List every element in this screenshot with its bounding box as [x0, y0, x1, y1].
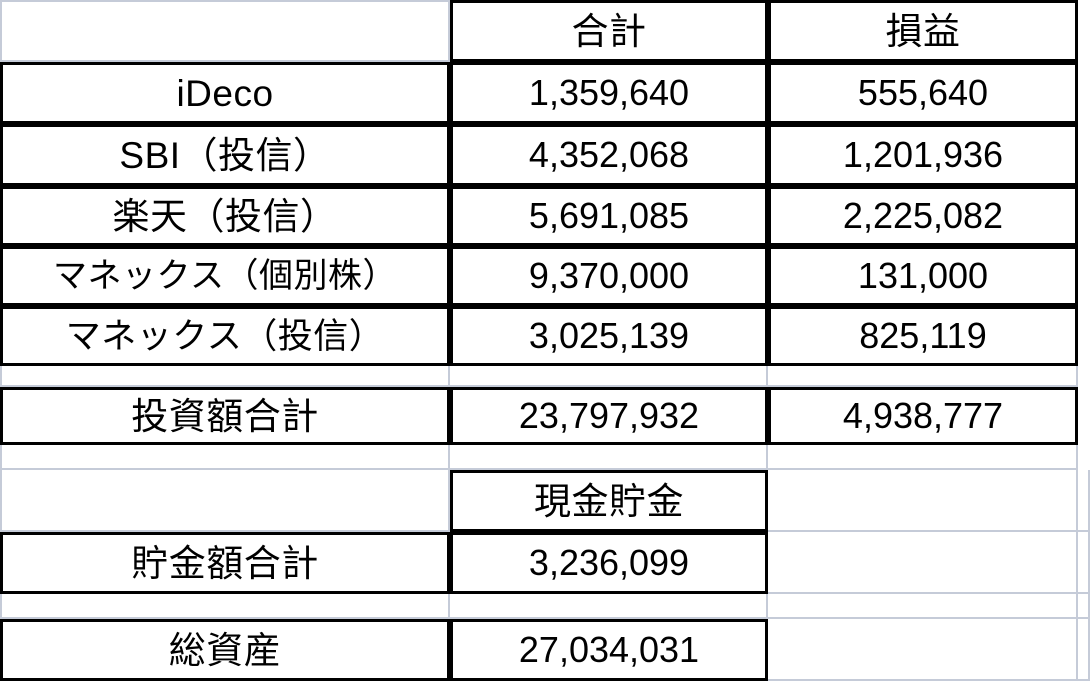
row-total-ideco[interactable]: 1,359,640 [450, 62, 768, 124]
header-cell-profit[interactable]: 損益 [768, 0, 1078, 62]
row-label-monex-stocks[interactable]: マネックス（個別株） [0, 246, 450, 306]
grid-bg-col3-r9[interactable] [768, 532, 1078, 594]
grid-bg-col4-r9[interactable] [1078, 532, 1090, 594]
grid-bg-col3-r11[interactable] [768, 619, 1078, 681]
header-cell-total[interactable]: 合計 [450, 0, 768, 62]
grid-spacer-col1-b[interactable] [0, 445, 450, 470]
row-label-sbi[interactable]: SBI（投信） [0, 124, 450, 186]
row-total-sbi[interactable]: 4,352,068 [450, 124, 768, 186]
grid-spacer-col1-a[interactable] [0, 365, 450, 387]
grid-bg-col4-r11[interactable] [1078, 619, 1090, 681]
grand-total-value[interactable]: 27,034,031 [450, 619, 768, 681]
savings-total-value[interactable]: 3,236,099 [450, 532, 768, 594]
grid-spacer-col1-c[interactable] [0, 594, 450, 619]
grid-bg-col4-r10[interactable] [1078, 594, 1090, 619]
row-total-monex-stocks[interactable]: 9,370,000 [450, 246, 768, 306]
grid-spacer-col2-b[interactable] [450, 445, 768, 470]
row-profit-rakuten[interactable]: 2,225,082 [768, 186, 1078, 246]
grid-bg-col3-r10[interactable] [768, 594, 1078, 619]
investment-total-label[interactable]: 投資額合計 [0, 387, 450, 445]
grid-bg-col3-r8[interactable] [768, 470, 1078, 532]
row-label-ideco[interactable]: iDeco [0, 62, 450, 124]
savings-header-cash[interactable]: 現金貯金 [450, 470, 768, 532]
investment-total-profit[interactable]: 4,938,777 [768, 387, 1078, 445]
header-cell-blank[interactable] [0, 0, 450, 62]
row-total-rakuten[interactable]: 5,691,085 [450, 186, 768, 246]
investment-total-value[interactable]: 23,797,932 [450, 387, 768, 445]
row-profit-monex-stocks[interactable]: 131,000 [768, 246, 1078, 306]
row-label-monex-funds[interactable]: マネックス（投信） [0, 306, 450, 366]
row-profit-sbi[interactable]: 1,201,936 [768, 124, 1078, 186]
grid-spacer-col3-a[interactable] [768, 365, 1078, 387]
grid-spacer-col2-c[interactable] [450, 594, 768, 619]
grid-spacer-col2-a[interactable] [450, 365, 768, 387]
grid-bg-col4-r8[interactable] [1078, 470, 1090, 532]
savings-header-blank[interactable] [0, 470, 450, 532]
grand-total-label[interactable]: 総資産 [0, 619, 450, 681]
row-total-monex-funds[interactable]: 3,025,139 [450, 306, 768, 366]
row-profit-ideco[interactable]: 555,640 [768, 62, 1078, 124]
savings-total-label[interactable]: 貯金額合計 [0, 532, 450, 594]
row-label-rakuten[interactable]: 楽天（投信） [0, 186, 450, 246]
grid-bg-col3-spacer-457[interactable] [768, 445, 1078, 470]
row-profit-monex-funds[interactable]: 825,119 [768, 306, 1078, 366]
